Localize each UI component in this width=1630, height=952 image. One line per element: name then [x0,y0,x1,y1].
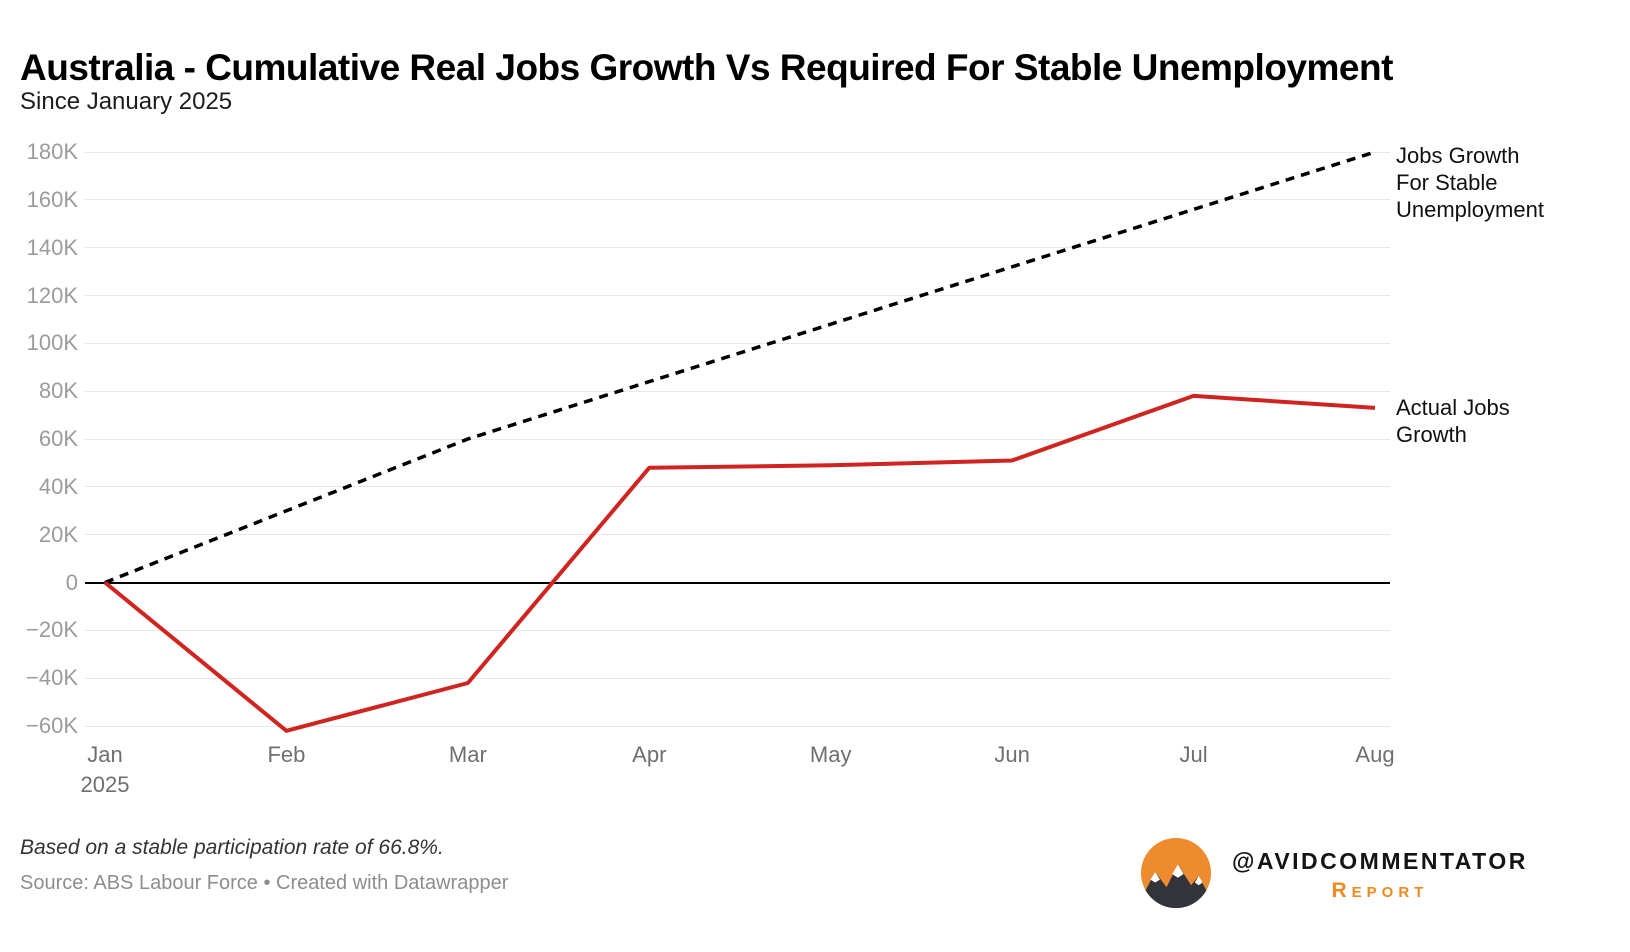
gridline [85,390,1390,392]
gridline [85,295,1390,296]
brand-text: @AVIDCOMMENTATOR Report [1232,848,1528,903]
x-tick-label: May [809,742,852,767]
zero-baseline [85,581,1390,584]
gridline [85,438,1390,440]
brand-handle: @AVIDCOMMENTATOR [1232,848,1528,874]
y-tick-label: −20K [26,617,78,643]
series-line-required [104,150,1376,585]
y-tick-label: 0 [65,569,78,595]
y-tick-label: −60K [26,713,78,738]
gridline [85,725,1390,727]
series-label-required-jobs-growth: Jobs Growth For Stable Unemployment [1396,143,1544,222]
y-tick-label: 100K [26,330,78,356]
y-tick-label: 20K [38,521,78,547]
series-line-actual [103,393,1376,733]
source-attribution: Source: ABS Labour Force • Created with … [20,872,509,894]
brand-block: @AVIDCOMMENTATOR Report [1138,838,1528,913]
chart-subtitle: Since January 2025 [20,88,233,115]
x-tick-label: Aug [1355,742,1395,767]
y-tick-label: 180K [26,139,78,164]
gridline [85,534,1390,536]
x-tick-label: Apr [632,742,667,767]
chart-title: Australia - Cumulative Real Jobs Growth … [20,46,1393,88]
y-tick-label: 120K [26,282,78,308]
footnote: Based on a stable participation rate of … [20,836,444,859]
y-tick-label: 40K [38,473,78,499]
gridline [85,247,1390,249]
mountain-sun-icon [1138,838,1214,913]
gridline [85,199,1390,201]
x-tick-label: Jan 2025 [80,742,130,797]
y-tick-label: 160K [26,186,78,212]
x-tick-label: Mar [448,742,487,767]
y-tick-label: 80K [38,378,78,404]
series-label-actual-jobs-growth: Actual Jobs Growth [1396,395,1510,447]
x-tick-label: Jul [1179,742,1208,767]
gridline [85,677,1390,679]
x-tick-label: Jun [994,742,1030,767]
y-tick-label: 60K [38,426,78,451]
gridline [85,629,1390,631]
brand-subtitle: Report [1331,879,1429,902]
y-tick-label: 140K [26,234,78,260]
gridline [85,151,1390,153]
gridline [85,486,1390,488]
y-tick-label: −40K [26,665,78,691]
gridline [85,342,1390,344]
x-tick-label: Feb [267,742,306,767]
